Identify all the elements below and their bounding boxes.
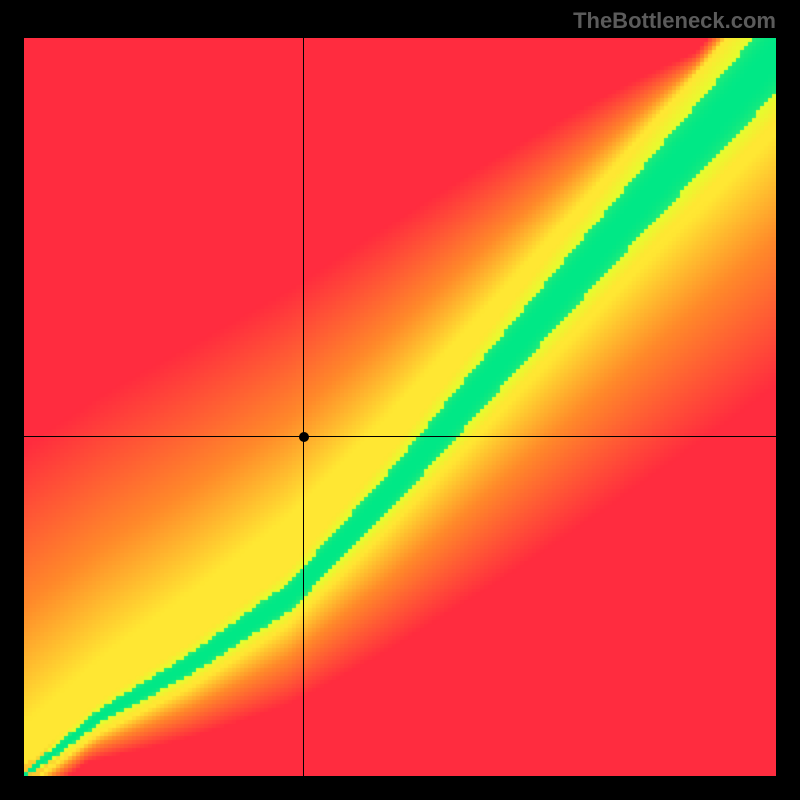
attribution-text: TheBottleneck.com — [573, 8, 776, 34]
crosshair-point — [299, 432, 309, 442]
heatmap-canvas — [24, 38, 776, 776]
heatmap-plot — [24, 38, 776, 776]
crosshair-horizontal — [24, 436, 776, 437]
crosshair-vertical — [303, 38, 304, 776]
